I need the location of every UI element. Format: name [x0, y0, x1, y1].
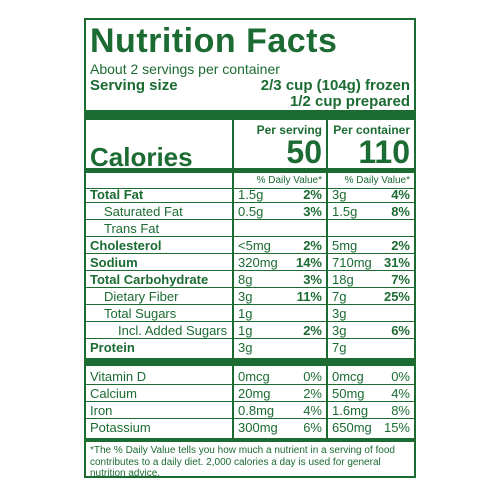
- thin-rule: [86, 188, 414, 189]
- thin-rule: [86, 270, 414, 271]
- thin-rule: [86, 304, 414, 305]
- container-dv: 4%: [391, 187, 410, 202]
- container-amount: 7g: [332, 340, 347, 355]
- serving-amount: 320mg: [238, 255, 278, 270]
- serving-dv: 2%: [303, 238, 322, 253]
- serving-dv: 4%: [303, 403, 322, 418]
- container-dv: 4%: [391, 386, 410, 401]
- title: Nutrition Facts: [90, 22, 338, 60]
- thick-rule: [86, 110, 414, 120]
- container-amount: 1.6mg: [332, 403, 369, 418]
- serving-dv: 2%: [303, 386, 322, 401]
- nutrient-name: Trans Fat: [104, 221, 160, 236]
- nutrient-name: Calcium: [90, 386, 137, 401]
- serving-dv: 2%: [303, 187, 322, 202]
- serving-amount: 8g: [238, 272, 253, 287]
- serving-dv: 0%: [303, 369, 322, 384]
- calories-label: Calories: [90, 142, 193, 172]
- thin-rule: [86, 401, 414, 402]
- footnote: *The % Daily Value tells you how much a …: [90, 445, 395, 479]
- container-amount: 3g: [332, 323, 347, 338]
- serving-dv: 14%: [295, 255, 322, 270]
- calories-value: 50: [286, 134, 322, 170]
- container-amount: 650mg: [332, 420, 372, 435]
- serving-dv: 3%: [303, 272, 322, 287]
- thin-rule: [86, 418, 414, 419]
- container-dv: 6%: [391, 323, 410, 338]
- serving-amount: 1.5g: [238, 187, 264, 202]
- serving-size: 1/2 cup prepared: [289, 93, 410, 110]
- thin-rule: [86, 384, 414, 385]
- thin-rule: [86, 321, 414, 322]
- thin-rule: [86, 338, 414, 339]
- nutrient-name: Incl. Added Sugars: [118, 323, 228, 338]
- calories-value: 110: [358, 134, 410, 170]
- nutrient-name: Total Fat: [90, 187, 144, 202]
- thick-rule: [86, 358, 414, 366]
- thin-rule: [86, 253, 414, 254]
- nutrient-name: Saturated Fat: [104, 204, 183, 219]
- serving-amount: 1g: [238, 306, 253, 321]
- nutrient-name: Iron: [90, 403, 113, 418]
- container-dv: 15%: [383, 420, 410, 435]
- serving-amount: <5mg: [238, 238, 271, 253]
- serving-dv: 2%: [303, 323, 322, 338]
- container-dv: 25%: [383, 289, 410, 304]
- nutrient-name: Protein: [90, 340, 135, 355]
- container-amount: 50mg: [332, 386, 365, 401]
- container-dv: 0%: [391, 369, 410, 384]
- thin-rule: [86, 202, 414, 203]
- medium-rule: [86, 168, 414, 173]
- serving-amount: 3g: [238, 289, 253, 304]
- serving-amount: 1g: [238, 323, 253, 338]
- serving-dv: 3%: [303, 204, 322, 219]
- container-dv: 8%: [391, 403, 410, 418]
- nutrient-name: Dietary Fiber: [104, 289, 179, 304]
- serving-amount: 0.8mg: [238, 403, 275, 418]
- serving-amount: 3g: [238, 340, 253, 355]
- container-dv: 2%: [391, 238, 410, 253]
- thin-rule: [86, 236, 414, 237]
- serving-size-label: Serving size: [90, 77, 178, 94]
- medium-rule: [86, 438, 414, 442]
- column-header: Per serving: [256, 123, 322, 137]
- nutrient-name: Vitamin D: [90, 369, 147, 384]
- container-dv: 7%: [391, 272, 410, 287]
- serving-amount: 300mg: [238, 420, 278, 435]
- dv-header: % Daily Value*: [256, 175, 322, 186]
- container-amount: 3g: [332, 306, 347, 321]
- thin-rule: [86, 219, 414, 220]
- nutrient-name: Sodium: [90, 255, 138, 270]
- servings: About 2 servings per container: [90, 61, 280, 77]
- container-amount: 5mg: [332, 238, 358, 253]
- container-dv: 31%: [383, 255, 410, 270]
- nutrient-name: Potassium: [90, 420, 151, 435]
- container-amount: 0mcg: [332, 369, 364, 384]
- nutrient-name: Cholesterol: [90, 238, 162, 253]
- serving-dv: 11%: [296, 289, 322, 304]
- nutrient-name: Total Sugars: [104, 306, 177, 321]
- serving-amount: 0.5g: [238, 204, 264, 219]
- nutrition-label: Nutrition Facts About 2 servings per con…: [84, 18, 416, 479]
- container-amount: 710mg: [332, 255, 372, 270]
- container-amount: 1.5g: [332, 204, 358, 219]
- column-header: Per container: [333, 123, 410, 137]
- column-rule: [232, 120, 234, 440]
- container-amount: 3g: [332, 187, 347, 202]
- nutrient-name: Total Carbohydrate: [90, 272, 209, 287]
- column-rule: [326, 120, 328, 440]
- serving-size: 2/3 cup (104g) frozen: [260, 77, 410, 94]
- serving-amount: 0mcg: [238, 369, 270, 384]
- thin-rule: [86, 287, 414, 288]
- container-amount: 18g: [332, 272, 354, 287]
- container-amount: 7g: [332, 289, 347, 304]
- dv-header: % Daily Value*: [344, 175, 410, 186]
- container-dv: 8%: [391, 204, 410, 219]
- serving-amount: 20mg: [238, 386, 271, 401]
- serving-dv: 6%: [303, 420, 322, 435]
